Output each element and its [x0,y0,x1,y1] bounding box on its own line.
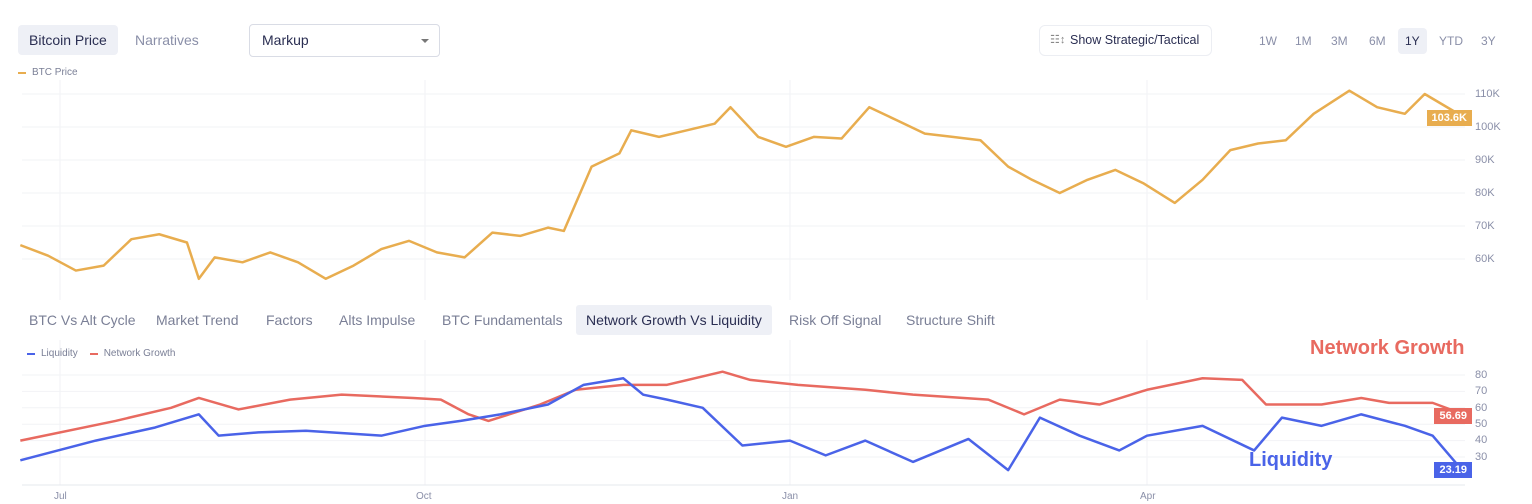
range-3m[interactable]: 3M [1331,34,1348,48]
y-tick: 60 [1475,402,1488,414]
legend-swatch [89,352,98,355]
chart-tab-alts-impulse[interactable]: Alts Impulse [339,312,416,328]
chart-tab-btc-fundamentals[interactable]: BTC Fundamentals [442,312,563,328]
y-tick: 60K [1475,253,1495,265]
range-6m[interactable]: 6M [1369,34,1386,48]
y-tick: 90K [1475,154,1495,166]
liquidity-line [20,377,1462,472]
y-tick: 50 [1475,418,1488,430]
chevron-down-icon [421,39,429,43]
y-tick: 40 [1475,434,1488,446]
chart-tab-market-trend[interactable]: Market Trend [156,312,239,328]
dropdown-value: Markup [262,32,309,48]
liquidity-annotation: Liquidity [1249,449,1333,471]
indicator-legend: Liquidity Network Growth [27,348,175,359]
x-tick: Apr [1140,491,1156,502]
range-1y[interactable]: 1Y [1398,28,1427,54]
legend-swatch [18,71,26,74]
chart-tab-risk-off-signal[interactable]: Risk Off Signal [789,312,882,328]
btc-last-value-badge: 103.6K [1426,110,1472,126]
x-tick: Oct [416,491,432,502]
y-tick: 70 [1475,385,1488,397]
chart-tab-factors[interactable]: Factors [266,312,313,328]
legend-label: Liquidity [41,348,78,359]
chart-tab-btc-vs-alt-cycle[interactable]: BTC Vs Alt Cycle [29,312,136,328]
phase-dropdown[interactable]: Markup [249,24,440,57]
legend-label: BTC Price [32,67,78,78]
sliders-icon: ☷↕ [1050,34,1066,46]
tab-bitcoin-price[interactable]: Bitcoin Price [18,25,118,55]
legend-label: Network Growth [103,348,176,359]
chart-tab-structure-shift[interactable]: Structure Shift [906,312,995,328]
y-tick: 30 [1475,451,1488,463]
y-tick: 80K [1475,187,1495,199]
y-tick: 110K [1475,88,1500,100]
show-strategic-tactical-button[interactable]: ☷↕ Show Strategic/Tactical [1039,25,1212,56]
tab-narratives[interactable]: Narratives [135,32,199,48]
toggle-label: Show Strategic/Tactical [1070,33,1200,47]
network-growth-annotation: Network Growth [1310,337,1465,359]
range-ytd[interactable]: YTD [1439,34,1463,48]
legend-swatch [27,352,35,355]
btc-price-line [19,89,1462,281]
network-growth-line [20,370,1461,442]
y-tick: 100K [1475,121,1501,133]
y-tick: 70K [1475,220,1495,232]
range-1m[interactable]: 1M [1295,34,1312,48]
chart-tab-network-growth-vs-liquidity[interactable]: Network Growth Vs Liquidity [576,305,772,335]
x-tick: Jan [782,491,799,502]
liquidity-last-value-badge: 23.19 [1434,462,1472,478]
x-tick: Jul [54,491,67,502]
range-3y[interactable]: 3Y [1481,34,1496,48]
price-legend: BTC Price [18,67,78,78]
range-1w[interactable]: 1W [1259,34,1277,48]
network-growth-last-value-badge: 56.69 [1434,408,1472,424]
y-tick: 80 [1475,369,1488,381]
